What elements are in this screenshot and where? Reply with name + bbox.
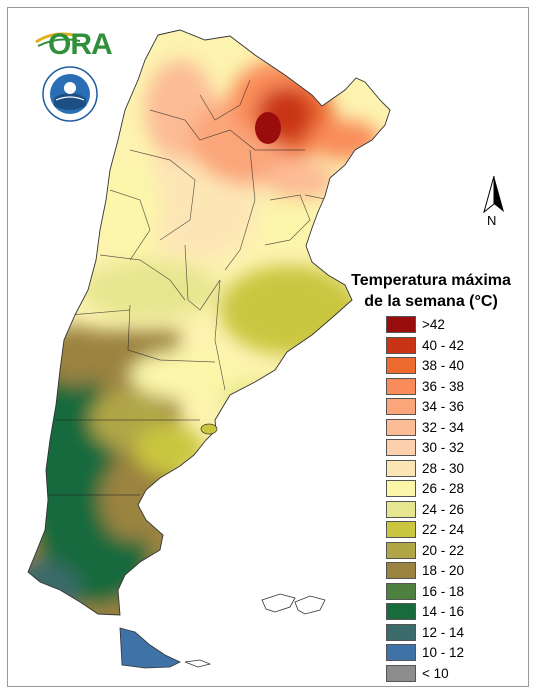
legend-swatch: [386, 398, 416, 415]
legend-item: 24 - 26: [386, 500, 516, 518]
ora-logo-text: ORA: [48, 28, 113, 61]
legend-label: 28 - 30: [422, 460, 465, 476]
legend-label: 12 - 14: [422, 624, 465, 640]
map-frame: [7, 7, 529, 687]
legend-swatch: [386, 603, 416, 620]
legend-swatch: [386, 521, 416, 538]
legend-swatch: [386, 357, 416, 374]
legend-swatch: [386, 644, 416, 661]
legend-title: Temperatura máxima de la semana (°C): [346, 270, 516, 312]
legend-item: < 10: [386, 664, 516, 682]
legend-swatch: [386, 480, 416, 497]
legend-swatch: [386, 582, 416, 600]
legend-swatch: [386, 562, 416, 579]
legend-label: 18 - 20: [422, 563, 465, 578]
legend-label: 10 - 12: [422, 645, 465, 660]
legend-item: 20 - 22: [386, 541, 516, 559]
legend-label: 14 - 16: [422, 604, 465, 619]
legend-label: 34 - 36: [422, 399, 465, 414]
legend-title-line2: de la semana (°C): [364, 293, 498, 310]
legend-label: 16 - 18: [422, 583, 465, 599]
legend-item: 30 - 32: [386, 439, 516, 456]
north-arrow-icon: [483, 175, 504, 214]
legend-label: 26 - 28: [422, 481, 465, 496]
legend-swatch: [386, 418, 416, 436]
legend-item: 14 - 16: [386, 603, 516, 620]
legend-label: >42: [422, 317, 445, 332]
legend-label: 20 - 22: [422, 542, 465, 558]
legend-item: 38 - 40: [386, 357, 516, 374]
legend-item: 10 - 12: [386, 644, 516, 661]
legend-swatch: [386, 500, 416, 518]
legend-label: 30 - 32: [422, 440, 465, 455]
legend-swatch: [386, 377, 416, 395]
legend-item: 12 - 14: [386, 623, 516, 641]
legend-label: 32 - 34: [422, 419, 465, 435]
legend-item: 18 - 20: [386, 562, 516, 579]
legend-swatch: [386, 439, 416, 456]
meteorological-seal-icon: [42, 66, 98, 122]
legend-label: 22 - 24: [422, 522, 465, 537]
legend-item: 32 - 34: [386, 418, 516, 436]
north-label: N: [487, 213, 497, 228]
legend-item: 40 - 42: [386, 336, 516, 354]
legend-item: 36 - 38: [386, 377, 516, 395]
legend-label: 40 - 42: [422, 337, 465, 353]
legend-title-line1: Temperatura máxima: [351, 272, 511, 289]
legend-item: 34 - 36: [386, 398, 516, 415]
ora-logo: ORA: [34, 28, 113, 62]
legend-swatch: [386, 623, 416, 641]
legend-item: 26 - 28: [386, 480, 516, 497]
legend-label: 24 - 26: [422, 501, 465, 517]
legend-swatch: [386, 336, 416, 354]
ora-swoosh-icon: [35, 32, 81, 47]
legend-label: 36 - 38: [422, 378, 465, 394]
legend-item: 16 - 18: [386, 582, 516, 600]
legend-item: 28 - 30: [386, 459, 516, 477]
legend-item: >42: [386, 316, 516, 333]
legend-swatch: [386, 541, 416, 559]
legend-label: 38 - 40: [422, 358, 465, 373]
legend-item: 22 - 24: [386, 521, 516, 538]
legend-label: < 10: [422, 665, 449, 681]
legend-swatch: [386, 459, 416, 477]
legend-swatch: [386, 316, 416, 333]
legend-swatch: [386, 664, 416, 682]
